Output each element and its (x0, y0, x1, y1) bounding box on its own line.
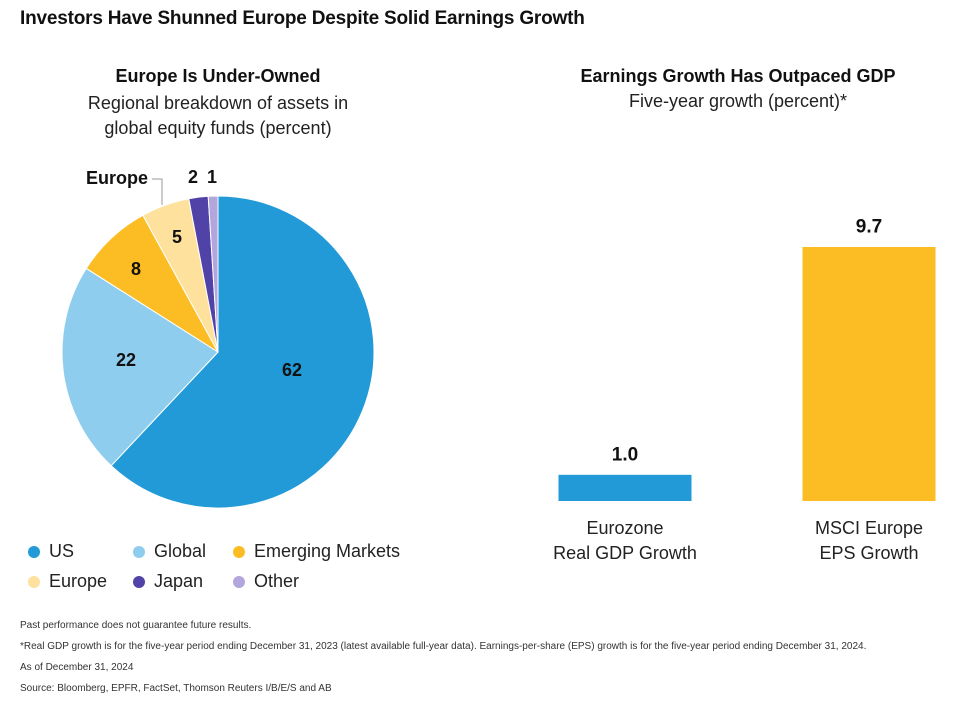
footnote-date: As of December 31, 2024 (20, 662, 134, 673)
legend-item: Global (133, 541, 206, 562)
footnotes: Past performance does not guarantee futu… (20, 619, 950, 703)
europe-callout-line (152, 178, 163, 205)
bar-category-line: MSCI Europe (814, 518, 924, 538)
legend-label: Other (254, 571, 300, 591)
bar-value-label: 1.0 (612, 444, 638, 465)
legend-item: Emerging Markets (233, 541, 400, 562)
pie-data-label: 1 (207, 167, 217, 187)
legend-item: Europe (28, 571, 107, 592)
bar-category-line: Eurozone (586, 518, 664, 538)
bar (802, 247, 936, 501)
legend-swatch (28, 545, 40, 558)
legend-label: Global (154, 541, 207, 561)
pie-slice-other (207, 195, 219, 353)
bar-value-label: 9.7 (856, 217, 882, 238)
legend-swatch (28, 575, 40, 588)
pie-chart: 62 22 8 5 2 1 Europe (61, 167, 375, 509)
pie-data-label: 22 (116, 350, 136, 370)
pie-subtitle-line: global equity funds (percent) (104, 118, 332, 138)
legend-item: Other (233, 571, 299, 592)
footnote-disclaimer: Past performance does not guarantee futu… (20, 620, 252, 631)
legend-swatch (233, 575, 245, 588)
legend-label: Japan (154, 571, 204, 591)
bar-category-label: MSCI Europe EPS Growth (769, 516, 968, 566)
bar-category-line: EPS Growth (819, 543, 919, 563)
bar-chart-title: Earnings Growth Has Outpaced GDP (580, 66, 896, 86)
legend-swatch (233, 545, 245, 558)
pie-chart-title: Europe Is Under-Owned (115, 66, 321, 86)
pie-subtitle-line: Regional breakdown of assets in (87, 93, 349, 113)
legend-swatch (133, 575, 145, 588)
page-title: Investors Have Shunned Europe Despite So… (20, 8, 585, 29)
bar-category-label: Eurozone Real GDP Growth (525, 516, 725, 566)
pie-data-label: 62 (282, 360, 302, 380)
legend-item: US (28, 541, 74, 562)
footnote-definition: *Real GDP growth is for the five-year pe… (20, 641, 867, 652)
legend-label: Europe (49, 571, 108, 591)
pie-data-label: 2 (188, 167, 198, 187)
pie-data-label: 5 (172, 227, 182, 247)
legend-swatch (133, 545, 145, 558)
pie-slice-us (110, 195, 375, 509)
europe-callout-label: Europe (86, 168, 148, 188)
bar-chart-subtitle: Five-year growth (percent)* (628, 91, 848, 111)
footnote-source: Source: Bloomberg, EPFR, FactSet, Thomso… (20, 683, 332, 694)
bar-category-line: Real GDP Growth (553, 543, 697, 563)
pie-chart-subtitle: Regional breakdown of assets in global e… (56, 91, 380, 141)
pie-slice-global (61, 267, 219, 467)
bar (558, 474, 692, 501)
pie-data-label: 8 (131, 259, 141, 279)
legend-label: US (49, 541, 75, 561)
bar-chart: 1.0 9.7 (558, 217, 936, 501)
legend-label: Emerging Markets (254, 541, 401, 561)
legend-item: Japan (133, 571, 203, 592)
